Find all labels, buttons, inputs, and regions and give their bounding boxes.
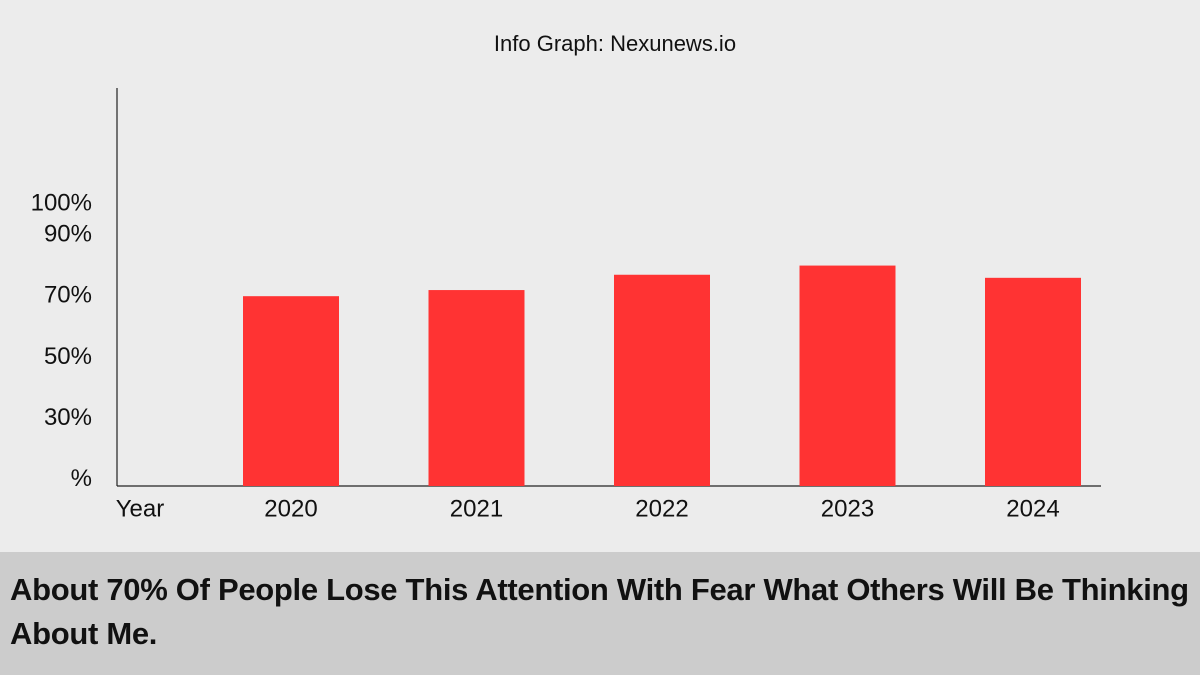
y-tick-label: 30% bbox=[44, 404, 92, 431]
caption: About 70% Of People Lose This Attention … bbox=[10, 572, 1189, 651]
bar bbox=[614, 274, 710, 486]
bar bbox=[985, 277, 1081, 486]
x-axis-label: Year bbox=[116, 495, 165, 522]
y-tick-label: 100% bbox=[31, 190, 92, 217]
y-tick-label: % bbox=[71, 465, 92, 492]
bar bbox=[428, 290, 525, 486]
x-tick-label: 2023 bbox=[821, 495, 874, 522]
bar bbox=[799, 265, 896, 486]
y-tick-label: 50% bbox=[44, 343, 92, 370]
chart: Info Graph: Nexunews.io Year % 30% 50% 70% 9… bbox=[31, 31, 1101, 522]
x-tick-label: 2024 bbox=[1006, 495, 1059, 522]
x-tick-label: 2022 bbox=[635, 495, 688, 522]
y-tick-label: 90% bbox=[44, 220, 92, 247]
chart-title: Info Graph: Nexunews.io bbox=[494, 31, 736, 56]
x-tick-label: 2021 bbox=[450, 495, 503, 522]
footer: About 70% Of People Lose This Attention … bbox=[0, 552, 1200, 675]
y-tick-label: 70% bbox=[44, 282, 92, 309]
x-tick-label: 2020 bbox=[264, 495, 317, 522]
bar bbox=[243, 296, 339, 486]
